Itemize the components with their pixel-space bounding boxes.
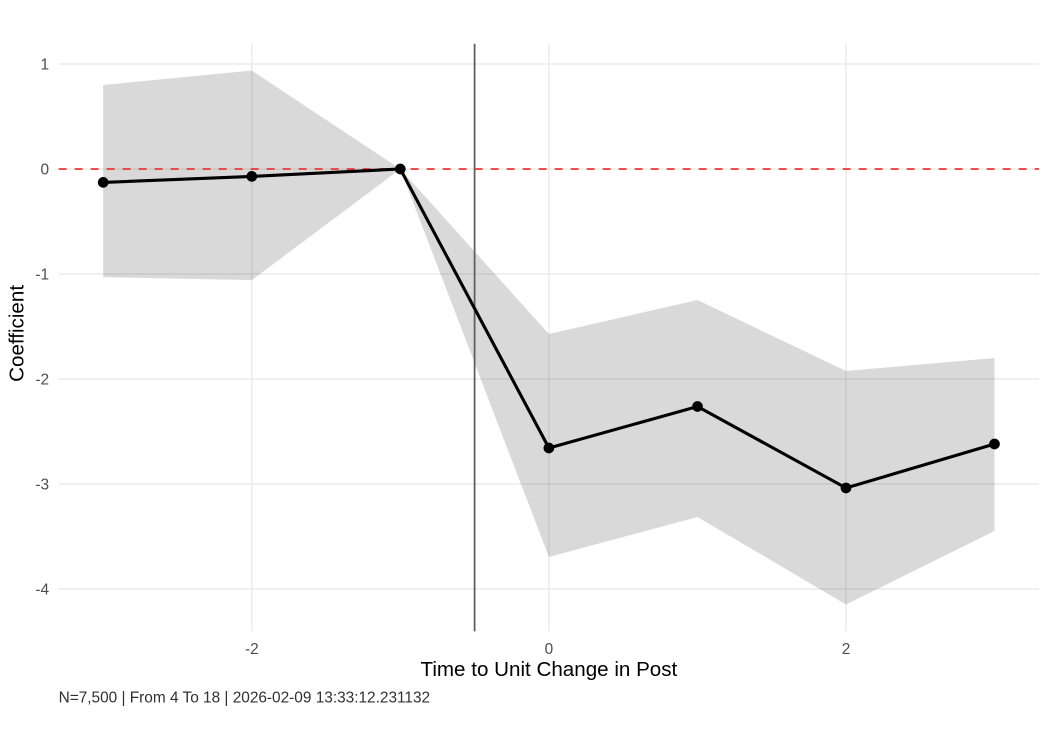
svg-text:Time to Unit Change in Post: Time to Unit Change in Post — [421, 658, 678, 681]
svg-text:-2: -2 — [245, 641, 259, 658]
svg-text:N=7,500 | From 4 To 18 | 2026-: N=7,500 | From 4 To 18 | 2026-02-09 13:3… — [59, 689, 431, 706]
svg-text:Coefficient: Coefficient — [6, 285, 29, 382]
svg-text:-4: -4 — [35, 582, 49, 599]
svg-text:-2: -2 — [35, 372, 49, 389]
svg-text:2: 2 — [842, 641, 851, 658]
svg-text:-3: -3 — [35, 477, 49, 494]
svg-text:0: 0 — [545, 641, 554, 658]
svg-text:-1: -1 — [35, 267, 49, 284]
svg-text:1: 1 — [40, 57, 49, 74]
svg-text:0: 0 — [40, 162, 49, 179]
